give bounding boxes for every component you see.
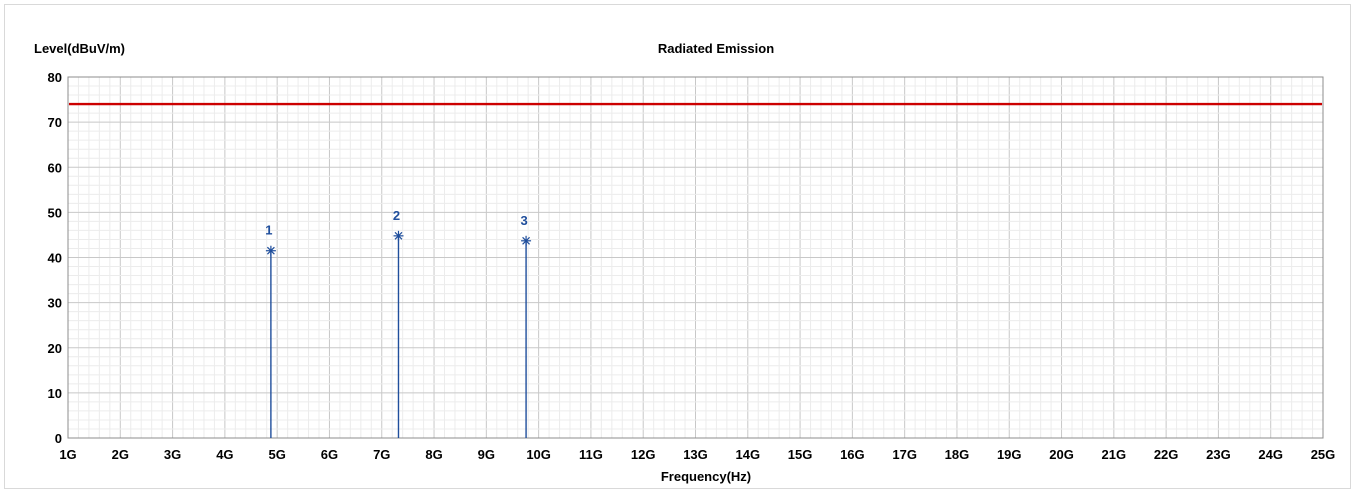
x-tick-label: 21G [1102, 447, 1127, 462]
x-tick-label: 22G [1154, 447, 1179, 462]
grid [67, 76, 1324, 439]
x-tick-label: 15G [788, 447, 813, 462]
x-tick-label: 2G [112, 447, 129, 462]
x-tick-label: 19G [997, 447, 1022, 462]
marker-point [521, 235, 532, 246]
y-tick-label: 10 [48, 386, 62, 401]
marker-label: 2 [393, 208, 400, 223]
marker-1: 1 [265, 223, 276, 438]
marker-2: 2 [393, 208, 404, 438]
x-tick-label: 13G [683, 447, 708, 462]
y-tick-label: 40 [48, 251, 62, 266]
x-tick-label: 5G [268, 447, 285, 462]
y-tick-label: 80 [48, 70, 62, 85]
x-tick-label: 6G [321, 447, 338, 462]
marker-label: 3 [520, 213, 527, 228]
marker-label: 1 [265, 223, 272, 238]
y-tick-label: 70 [48, 115, 62, 130]
markers: 1 2 3 [265, 208, 532, 438]
marker-3: 3 [520, 213, 532, 438]
x-tick-label: 9G [478, 447, 495, 462]
y-tick-labels: 0 10 20 30 40 50 60 70 80 [48, 70, 62, 446]
marker-point [265, 245, 276, 256]
x-tick-label: 23G [1206, 447, 1231, 462]
y-tick-label: 60 [48, 160, 62, 175]
x-tick-label: 10G [526, 447, 551, 462]
x-axis-label: Frequency(Hz) [661, 469, 751, 484]
x-tick-label: 3G [164, 447, 181, 462]
plot-area [67, 76, 1324, 439]
y-tick-label: 30 [48, 296, 62, 311]
x-tick-label: 16G [840, 447, 865, 462]
y-tick-label: 50 [48, 205, 62, 220]
x-tick-label: 8G [425, 447, 442, 462]
x-tick-label: 25G [1311, 447, 1336, 462]
x-tick-label: 14G [736, 447, 761, 462]
x-tick-label: 11G [579, 447, 603, 462]
x-tick-label: 12G [631, 447, 656, 462]
x-tick-label: 20G [1049, 447, 1074, 462]
y-axis-label: Level(dBuV/m) [34, 41, 125, 56]
chart-title: Radiated Emission [658, 41, 774, 56]
x-tick-label: 4G [216, 447, 233, 462]
x-tick-label: 7G [373, 447, 390, 462]
y-tick-label: 0 [55, 431, 62, 446]
x-tick-labels: 1G 2G 3G 4G 5G 6G 7G 8G 9G 10G 11G 12G 13G 14G 15G 16G 1… [59, 447, 1335, 462]
x-tick-label: 17G [892, 447, 917, 462]
x-tick-label: 1G [59, 447, 76, 462]
x-tick-label: 24G [1258, 447, 1283, 462]
y-tick-label: 20 [48, 341, 62, 356]
radiated-emission-chart: Level(dBuV/m) Radiated Emission Frequenc… [34, 41, 1335, 484]
chart-frame: Level(dBuV/m) Radiated Emission Frequenc… [4, 4, 1351, 489]
marker-point [393, 230, 404, 241]
x-tick-label: 18G [945, 447, 970, 462]
